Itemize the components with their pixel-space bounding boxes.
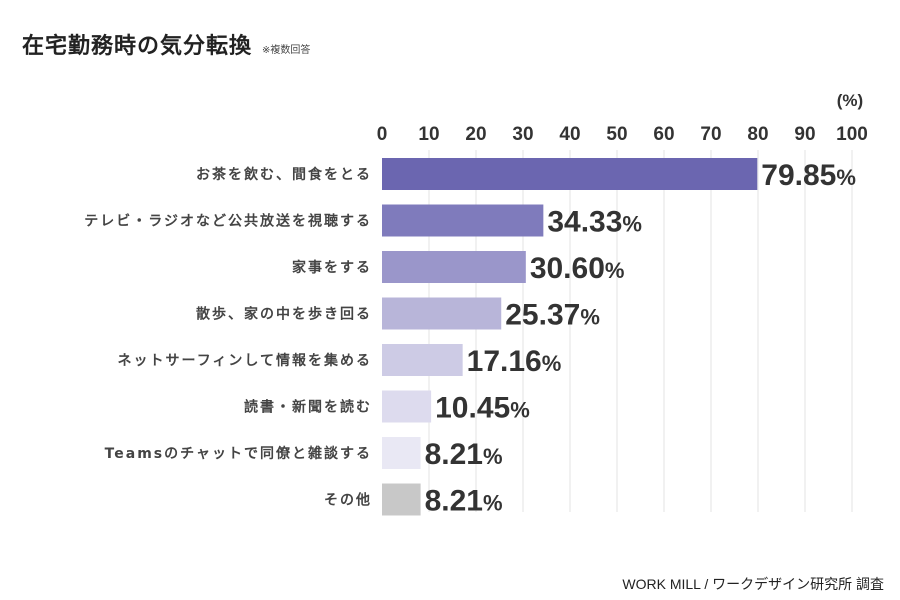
bar xyxy=(382,158,758,190)
bar xyxy=(382,344,463,376)
value-label: 30.60% xyxy=(530,252,625,285)
category-label: 読書・新聞を読む xyxy=(244,399,372,416)
bar xyxy=(382,390,432,423)
title-block: 在宅勤務時の気分転換 ※複数回答 xyxy=(22,28,310,60)
category-label: ネットサーフィンして情報を集める xyxy=(118,352,372,369)
x-tick-label: 40 xyxy=(559,124,580,145)
bar xyxy=(382,251,526,283)
x-tick-label: 30 xyxy=(512,124,533,145)
x-tick-label: 50 xyxy=(606,124,627,145)
bar xyxy=(382,437,421,469)
category-label: 散歩、家の中を歩き回る xyxy=(196,306,372,323)
category-label: Teamsのチャットで同僚と雑談する xyxy=(105,445,372,462)
x-axis-ticks: 0 10 20 30 40 50 60 70 80 90 100 xyxy=(377,124,868,145)
x-tick-label: 0 xyxy=(377,124,388,145)
value-label: 8.21% xyxy=(425,438,503,471)
value-label: 17.16% xyxy=(467,345,562,378)
value-label: 79.85% xyxy=(761,159,856,192)
x-tick-label: 60 xyxy=(653,124,674,145)
category-label: 家事をする xyxy=(292,259,372,276)
category-label: その他 xyxy=(324,492,372,509)
category-label: お茶を飲む、間食をとる xyxy=(196,166,372,183)
source-credit: WORK MILL / ワークデザイン研究所 調査 xyxy=(622,576,884,592)
x-tick-label: 20 xyxy=(465,124,486,145)
bars xyxy=(382,158,758,516)
value-label: 25.37% xyxy=(505,299,600,332)
bar xyxy=(382,297,502,330)
category-label: テレビ・ラジオなど公共放送を視聴する xyxy=(84,213,372,230)
x-tick-label: 80 xyxy=(747,124,768,145)
bar xyxy=(382,204,544,237)
bar xyxy=(382,483,421,516)
chart-title: 在宅勤務時の気分転換 xyxy=(22,34,253,59)
x-tick-label: 70 xyxy=(700,124,721,145)
chart-note: ※複数回答 xyxy=(262,45,311,56)
value-label: 34.33% xyxy=(547,206,642,239)
x-tick-label: 100 xyxy=(836,124,868,145)
value-label: 8.21% xyxy=(425,485,503,518)
x-tick-label: 90 xyxy=(794,124,815,145)
value-labels: 79.85% 34.33% 30.60% 25.37% 17.16% 10.45% 8.21… xyxy=(425,159,856,518)
x-tick-label: 10 xyxy=(418,124,439,145)
category-labels: お茶を飲む、間食をとるテレビ・ラジオなど公共放送を視聴する家事をする散歩、家の中… xyxy=(84,166,372,509)
unit-label: (%) xyxy=(837,91,863,110)
value-label: 10.45% xyxy=(435,392,530,425)
